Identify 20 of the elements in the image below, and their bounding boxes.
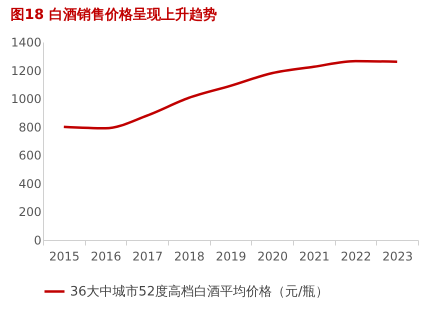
y-tick-label: 200 — [18, 205, 42, 220]
y-tick-label: 1400 — [10, 36, 42, 50]
y-tick-label: 600 — [18, 148, 42, 163]
line-series — [62, 60, 398, 130]
x-tick-label: 2020 — [257, 250, 288, 264]
y-tick-label: 0 — [34, 234, 42, 248]
y-tick-label: 400 — [18, 176, 42, 191]
x-tick-label: 2015 — [49, 250, 80, 264]
x-tick-label: 2023 — [382, 250, 413, 264]
x-tick-label: 2016 — [90, 250, 122, 264]
legend-label: 36大中城市52度高档白酒平均价格（元/瓶） — [70, 284, 328, 300]
x-tick-label: 2019 — [216, 250, 246, 264]
y-tick-label: 800 — [18, 120, 42, 134]
y-tick-label: 1000 — [10, 92, 42, 106]
x-tick-label: 2021 — [299, 250, 330, 264]
x-tick-label: 2022 — [340, 250, 372, 264]
x-tick-label: 2018 — [174, 250, 205, 264]
x-tick-label: 2017 — [132, 250, 163, 264]
chart-title: 图18 白酒销售价格呈现上升趋势 — [10, 6, 217, 23]
y-tick-label: 1200 — [10, 64, 42, 78]
